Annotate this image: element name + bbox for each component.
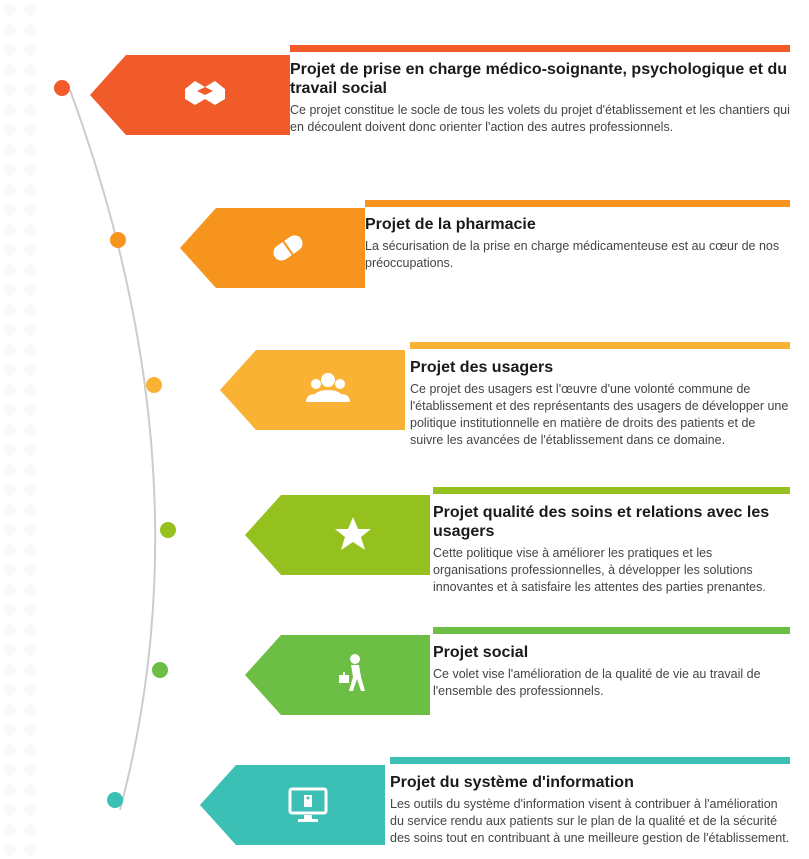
section-text: Projet social Ce volet vise l'amélioratio…: [433, 643, 790, 700]
pill-icon: [180, 208, 365, 288]
worker-icon: [245, 635, 430, 715]
section-title: Projet social: [433, 643, 790, 662]
timeline-dot: [110, 232, 126, 248]
section-description: Ce projet des usagers est l'œuvre d'une …: [410, 381, 790, 449]
section-tag: [90, 55, 290, 135]
section-title: Projet de prise en charge médico-soignan…: [290, 60, 790, 98]
section-tag: [245, 635, 430, 715]
section-bar: [410, 342, 790, 349]
section-tag: [200, 765, 385, 845]
timeline-dot: [160, 522, 176, 538]
section-text: Projet de la pharmacie La sécurisation de…: [365, 215, 790, 272]
section-text: Projet de prise en charge médico-soignan…: [290, 60, 790, 136]
timeline-dot: [146, 377, 162, 393]
users-icon: [220, 350, 405, 430]
section-bar: [365, 200, 790, 207]
section-description: Ce volet vise l'amélioration de la quali…: [433, 666, 790, 700]
section-title: Projet qualité des soins et relations av…: [433, 503, 790, 541]
section-text: Projet du système d'information Les outil…: [390, 773, 790, 847]
section-description: Ce projet constitue le socle de tous les…: [290, 102, 790, 136]
section-tag: [180, 208, 365, 288]
timeline-dot: [54, 80, 70, 96]
section-bar: [433, 627, 790, 634]
section-title: Projet de la pharmacie: [365, 215, 790, 234]
section-title: Projet des usagers: [410, 358, 790, 377]
timeline-dot: [152, 662, 168, 678]
section-bar: [390, 757, 790, 764]
handshake-icon: [90, 55, 290, 135]
section-tag: [220, 350, 405, 430]
section-description: La sécurisation de la prise en charge mé…: [365, 238, 790, 272]
section-text: Projet qualité des soins et relations av…: [433, 503, 790, 596]
section-text: Projet des usagers Ce projet des usagers …: [410, 358, 790, 449]
section-title: Projet du système d'information: [390, 773, 790, 792]
monitor-icon: [200, 765, 385, 845]
timeline-dot: [107, 792, 123, 808]
section-bar: [290, 45, 790, 52]
section-tag: [245, 495, 430, 575]
star-icon: [245, 495, 430, 575]
section-description: Les outils du système d'information vise…: [390, 796, 790, 847]
section-bar: [433, 487, 790, 494]
section-description: Cette politique vise à améliorer les pra…: [433, 545, 790, 596]
